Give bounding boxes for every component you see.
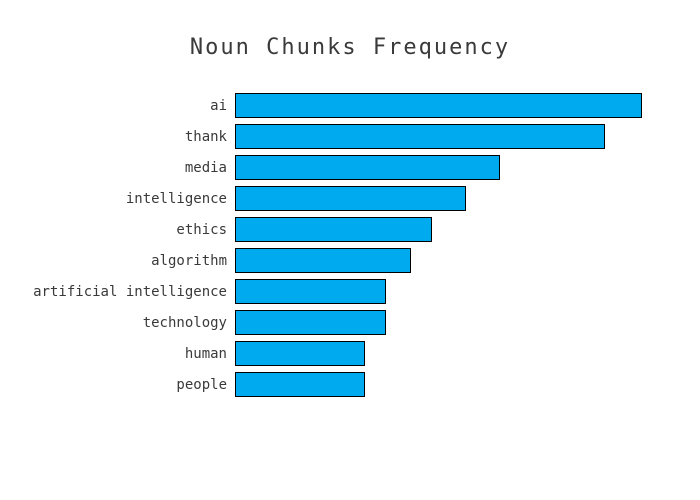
bar-row: algorithm [235,245,655,276]
bar [235,93,642,118]
bar-row: technology [235,307,655,338]
bar-label: ethics [176,222,227,238]
bar [235,279,386,304]
plot-area: aithankmediaintelligenceethicsalgorithma… [235,90,655,400]
chart-container: Noun Chunks Frequency aithankmediaintell… [0,0,700,500]
bar-row: artificial intelligence [235,276,655,307]
bar-label: media [185,160,227,176]
bar [235,372,365,397]
bar-row: thank [235,121,655,152]
bar [235,155,500,180]
bar-label: intelligence [126,191,227,207]
chart-title: Noun Chunks Frequency [0,35,700,60]
bar-row: intelligence [235,183,655,214]
bar [235,186,466,211]
bar-label: technology [143,315,227,331]
bar-label: people [176,377,227,393]
bar-label: human [185,346,227,362]
bar [235,124,605,149]
bar-label: algorithm [151,253,227,269]
bar-row: ai [235,90,655,121]
bar-row: media [235,152,655,183]
bar-label: thank [185,129,227,145]
bar [235,217,432,242]
bar [235,341,365,366]
bar-row: ethics [235,214,655,245]
bar-label: artificial intelligence [33,284,227,300]
bar-row: human [235,338,655,369]
bar-row: people [235,369,655,400]
bar [235,310,386,335]
bar-label: ai [210,98,227,114]
bar [235,248,411,273]
